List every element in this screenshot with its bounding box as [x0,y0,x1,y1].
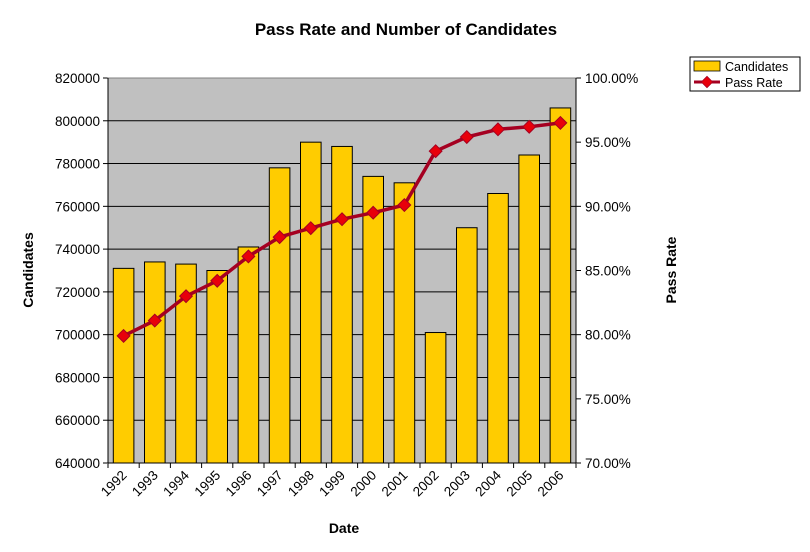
point-pass-rate [147,313,162,328]
y2-tick-label: 95.00% [585,135,631,150]
y-tick-label: 660000 [55,413,100,428]
x-tick-label: 2005 [503,468,535,500]
x-tick-label: 2004 [472,467,504,499]
legend-swatch-candidates [693,60,721,72]
y2-tick-label: 75.00% [585,392,631,407]
y-tick-label: 680000 [55,370,100,385]
y2-tick-label: 85.00% [585,264,631,279]
x-tick-label: 1997 [254,468,286,500]
point-pass-rate [241,249,256,264]
x-tick-label: 1999 [316,468,348,500]
x-tick-label: 2003 [441,468,473,500]
bar-candidates [206,270,228,464]
x-tick-label: 2001 [379,468,411,500]
y-tick-label: 760000 [55,199,100,214]
point-pass-rate [334,212,350,227]
y-axis-title: Candidates [20,232,36,308]
legend-label-pass-rate: Pass Rate [725,76,783,90]
point-pass-rate [366,205,381,220]
y2-tick-label: 90.00% [585,199,631,214]
y2-tick-label: 100.00% [585,71,638,86]
legend-marker-pass-rate [700,75,714,89]
bar-candidates [300,141,322,464]
point-pass-rate [459,129,474,145]
x-tick-label: 1998 [285,468,317,500]
bar-candidates [112,267,135,464]
bar-candidates [144,261,166,464]
y-tick-label: 700000 [55,328,100,343]
point-pass-rate [553,115,568,130]
point-pass-rate [178,289,194,304]
bar-candidates [237,246,260,464]
y2-axis-title: Pass Rate [663,236,679,303]
y-tick-label: 800000 [55,114,100,129]
x-tick-label: 1995 [191,468,223,500]
y-tick-label: 720000 [55,285,100,300]
y2-tick-label: 70.00% [585,456,631,471]
x-tick-label: 1996 [223,468,255,500]
x-tick-label: 1993 [129,468,161,500]
x-tick-label: 2006 [535,468,567,500]
point-pass-rate [490,122,506,137]
bar-candidates [393,182,416,464]
plot-area: 640000 660000 680000 700000 720000 740000 7600… [55,71,638,499]
bar-candidates [456,227,478,464]
bar-candidates [549,107,572,464]
point-pass-rate [303,221,318,236]
point-pass-rate [522,119,537,134]
y-tick-label: 780000 [55,157,100,172]
bar-candidates [424,332,447,464]
y-tick-label: 740000 [55,242,100,257]
y-tick-label: 640000 [55,456,100,471]
point-pass-rate [428,144,443,159]
y-tick-label: 820000 [55,71,100,86]
bar-candidates [268,167,291,464]
chart-title: Pass Rate and Number of Candidates [255,20,557,39]
x-tick-label: 1994 [160,467,192,499]
point-pass-rate [210,273,225,288]
legend: Candidates Pass Rate [689,56,801,92]
y2-tick-label: 80.00% [585,328,631,343]
bar-candidates [331,145,353,464]
point-pass-rate [272,230,287,245]
point-pass-rate [397,197,412,213]
bar-candidates [518,154,540,464]
x-tick-label: 2002 [410,468,442,500]
point-pass-rate [116,328,131,344]
bar-candidates [487,193,509,464]
legend-label-candidates: Candidates [725,60,788,74]
x-tick-label: 2000 [347,468,379,500]
x-axis-title: Date [329,520,360,536]
x-tick-label: 1992 [98,468,130,500]
